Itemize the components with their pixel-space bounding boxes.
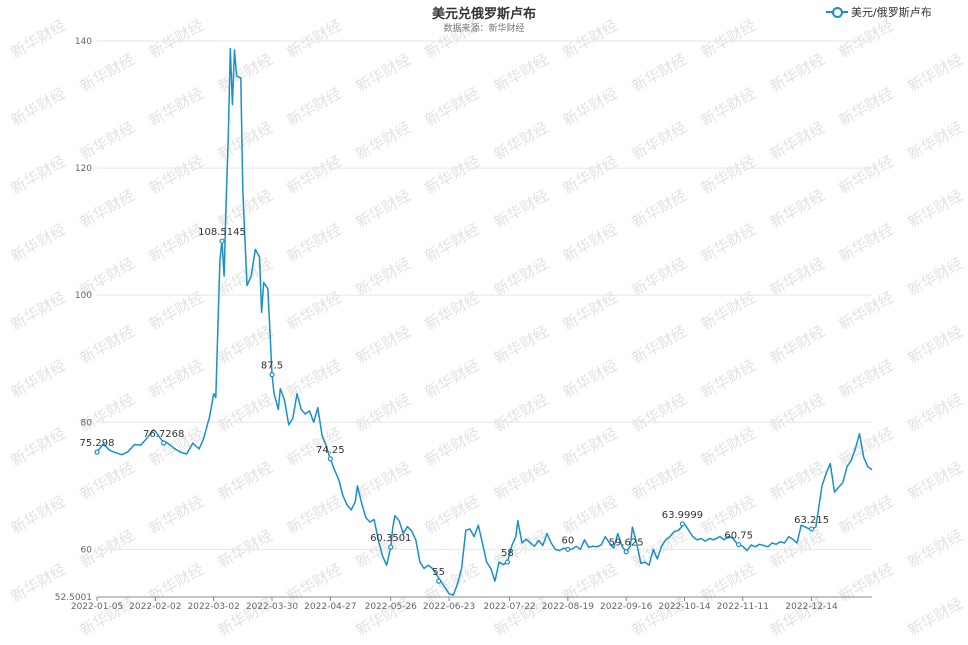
- x-tick-label: 2022-10-14: [658, 602, 711, 612]
- data-point-marker: [161, 440, 167, 446]
- legend-item[interactable]: 美元/俄罗斯卢布: [826, 4, 932, 20]
- x-tick-label: 2022-08-19: [542, 602, 595, 612]
- data-point-marker: [679, 521, 686, 527]
- x-tick-label: 2022-03-30: [246, 602, 299, 612]
- data-point-marker: [623, 549, 629, 555]
- y-tick-label: 52.5001: [55, 593, 92, 603]
- data-label: 55: [432, 567, 445, 578]
- x-tick-label: 2022-11-11: [717, 602, 769, 612]
- data-point-marker: [736, 541, 742, 548]
- data-label: 60.3501: [370, 533, 411, 544]
- y-tick-label: 80: [81, 418, 93, 428]
- data-label: 59.625: [609, 538, 644, 549]
- x-tick-label: 2022-12-14: [785, 602, 838, 612]
- data-label: 60: [561, 535, 574, 546]
- data-label: 108.5145: [198, 227, 246, 238]
- data-point-marker: [808, 526, 815, 532]
- data-label: 63.215: [794, 515, 829, 526]
- x-tick-label: 2022-07-22: [483, 602, 535, 612]
- data-point-marker: [388, 544, 394, 550]
- x-tick-label: 2022-04-27: [304, 602, 356, 612]
- x-tick-label: 2022-03-02: [188, 602, 240, 612]
- x-tick-label: 2022-09-16: [600, 602, 653, 612]
- x-tick-label: 2022-02-02: [129, 602, 181, 612]
- legend-label: 美元/俄罗斯卢布: [851, 6, 932, 19]
- data-label: 74.25: [316, 445, 345, 456]
- data-label: 87.5: [261, 361, 283, 372]
- data-point-marker: [436, 578, 442, 584]
- data-label: 63.9999: [662, 510, 703, 521]
- series-line: [96, 47, 873, 596]
- x-tick-label: 2022-06-23: [423, 602, 475, 612]
- x-tick-label: 2022-01-05: [71, 602, 123, 612]
- data-point-marker: [327, 456, 333, 462]
- data-label: 75.298: [80, 438, 115, 449]
- data-point-marker: [94, 449, 100, 455]
- y-tick-label: 100: [75, 291, 92, 301]
- data-label: 58: [501, 548, 514, 559]
- data-point-marker: [504, 559, 511, 565]
- data-point-marker: [565, 546, 571, 552]
- chart-title: 美元兑俄罗斯卢布: [431, 7, 536, 22]
- y-tick-label: 120: [75, 164, 92, 174]
- y-tick-label: 60: [81, 545, 93, 555]
- data-label: 76.7268: [143, 429, 184, 440]
- data-label: 60.75: [724, 531, 753, 542]
- y-tick-label: 140: [75, 37, 92, 47]
- data-point-marker: [269, 372, 275, 378]
- legend-line-circle-icon: [826, 7, 848, 18]
- x-tick-label: 2022-05-26: [365, 602, 418, 612]
- data-point-marker: [219, 238, 225, 244]
- chart-subtitle: 数据来源：新华财经: [443, 24, 525, 34]
